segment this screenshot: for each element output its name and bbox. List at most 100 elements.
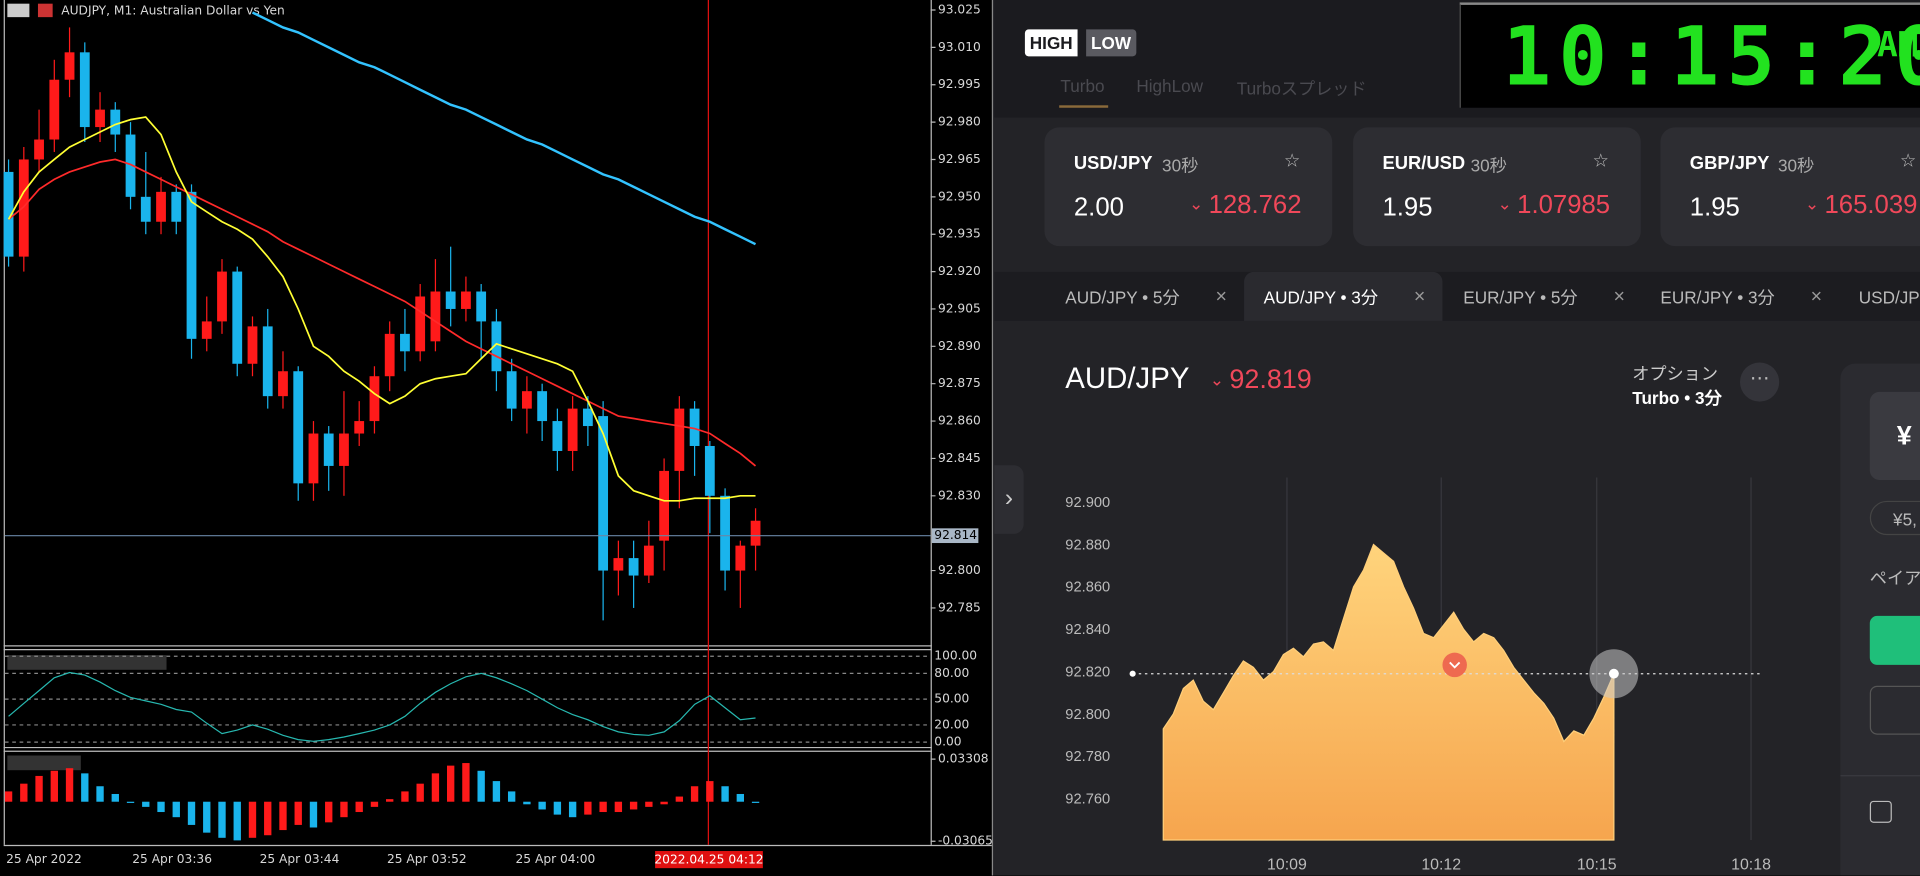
high-button[interactable] <box>1869 615 1920 665</box>
favorite-icon[interactable]: ☆ <box>1283 150 1301 172</box>
histogram-bar <box>584 801 592 815</box>
card-duration: 30秒 <box>1162 155 1199 176</box>
tab[interactable]: AUD/JPY • 3分 × <box>1244 271 1443 321</box>
moving-line <box>251 11 757 246</box>
card-duration: 30秒 <box>1777 155 1815 176</box>
stochastic-line <box>8 671 756 742</box>
x-tick-label: 10:09 <box>1267 856 1307 873</box>
candle-body <box>262 326 273 397</box>
close-icon[interactable]: × <box>1215 286 1227 308</box>
histogram-bar <box>370 801 379 807</box>
candle-body <box>582 408 593 427</box>
trade-panel: ¥ ¥5, ペイア <box>1840 363 1920 876</box>
histogram-bar <box>431 773 440 802</box>
asset-price: 92.819 <box>1229 363 1312 395</box>
favorite-icon[interactable]: ☆ <box>1899 150 1917 172</box>
asset-card[interactable]: EUR/USD 30秒 ☆ 1.95 ⌄ 1.07985 <box>1353 127 1641 247</box>
indicator-label <box>7 655 167 670</box>
histogram-bar <box>309 801 318 828</box>
close-icon[interactable]: × <box>1613 286 1625 308</box>
amount-input[interactable]: ¥ <box>1869 391 1920 481</box>
y-tick-label: 92.800 <box>938 563 981 577</box>
candle-body <box>735 545 746 571</box>
candle-body <box>323 433 334 466</box>
tab[interactable]: EUR/JPY • 3分 × <box>1641 272 1839 321</box>
card-pair: GBP/JPY <box>1689 153 1770 174</box>
histogram-bar <box>416 783 424 802</box>
histogram-bar <box>721 786 729 802</box>
histogram-bar <box>203 801 211 833</box>
y-tick-label: 92.935 <box>938 227 981 241</box>
tab[interactable]: AUD/JPY • 5分 × <box>1046 272 1244 321</box>
price-chart: 10:09 10:12 10:15 10:18 92.900 92.880 92.860 92… <box>1065 477 1771 873</box>
favorite-icon[interactable]: ☆ <box>1592 150 1609 172</box>
candle-body <box>140 196 151 222</box>
histogram-bar <box>629 801 638 810</box>
histogram-bar <box>462 763 470 802</box>
expand-button[interactable]: › <box>994 465 1024 534</box>
mt4-background <box>0 0 992 876</box>
cursor-label-bg <box>655 851 763 869</box>
candle-body <box>750 520 761 546</box>
asset-card[interactable]: GBP/JPY 30秒 ☆ 1.95 ⌄ 165.039 <box>1660 127 1920 247</box>
histogram-bar <box>675 796 684 802</box>
y-tick-label: 80.00 <box>934 666 969 680</box>
y-tick-label: 92.995 <box>938 77 981 91</box>
y-tick-label: 92.780 <box>1065 749 1110 765</box>
candle-body <box>674 408 685 471</box>
histogram-bar <box>538 801 546 810</box>
preset-button[interactable]: ¥5, <box>1869 500 1920 536</box>
y-tick-label: 92.875 <box>938 376 981 390</box>
down-icon: ⌄ <box>1209 369 1225 390</box>
asset-card[interactable]: USD/JPY 30秒 ☆ 2.00 ⌄ 128.762 <box>1044 127 1333 247</box>
price-area <box>1162 543 1615 841</box>
histogram-bar <box>355 801 363 813</box>
candle-body <box>79 52 90 128</box>
histogram-bar <box>568 801 577 818</box>
candle-body <box>125 134 136 197</box>
candle-body <box>628 558 639 576</box>
option-icon[interactable] <box>1869 800 1892 823</box>
menu-item[interactable]: Turboスプレッド <box>1236 78 1367 98</box>
histogram-bar <box>279 801 287 831</box>
more-button[interactable]: ⋯ <box>1740 362 1780 402</box>
y-tick-label: 92.965 <box>938 152 981 166</box>
menu-item[interactable]: HighLow <box>1136 75 1204 96</box>
tab[interactable]: EUR/JPY • 5分 × <box>1444 272 1642 321</box>
candle-body <box>461 291 471 309</box>
histogram-bar <box>50 770 58 802</box>
candle-body <box>537 391 548 422</box>
histogram-bar <box>447 765 455 802</box>
candle-body <box>110 109 121 135</box>
histogram-bar <box>660 801 668 805</box>
down-icon: ⌄ <box>1497 193 1512 214</box>
logo-high[interactable]: HIGH <box>1024 29 1078 57</box>
histogram-bar <box>264 801 272 836</box>
y-tick-label: 92.860 <box>938 414 981 428</box>
x-tick-label: 10:18 <box>1731 856 1771 873</box>
strike-start <box>1129 670 1136 677</box>
candle-body <box>186 191 197 339</box>
y-tick-label: 92.845 <box>938 451 981 465</box>
candle-body <box>34 139 44 160</box>
card-pair: EUR/USD <box>1382 153 1466 174</box>
candle-body <box>201 321 212 339</box>
candle-body <box>49 79 60 140</box>
close-icon[interactable]: × <box>1413 286 1426 308</box>
candle-body <box>354 421 365 434</box>
histogram-bar <box>111 793 119 802</box>
histogram-bar <box>20 783 28 802</box>
y-tick-label: 92.800 <box>1065 707 1110 723</box>
menu-item[interactable]: Turbo <box>1060 75 1105 96</box>
tab[interactable]: USD/JP <box>1839 272 1920 321</box>
candle-body <box>156 191 166 222</box>
x-tick-label: 25 Apr 2022 <box>6 852 82 866</box>
logo-low[interactable]: LOW <box>1086 29 1136 57</box>
candle-body <box>415 296 426 352</box>
candle-body <box>308 433 319 484</box>
close-icon[interactable]: × <box>1810 286 1823 308</box>
histogram-bar <box>553 801 562 815</box>
low-button[interactable] <box>1869 685 1920 735</box>
histogram-bar <box>81 773 89 802</box>
